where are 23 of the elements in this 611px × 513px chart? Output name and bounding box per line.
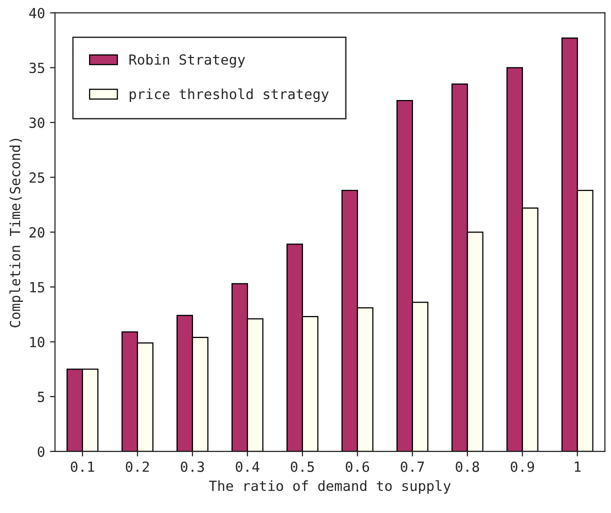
y-tick-label: 25 — [30, 172, 44, 183]
x-tick-label: 0.3 — [180, 461, 204, 472]
x-tick-label: 0.6 — [346, 461, 370, 472]
y-tick-label: 20 — [30, 227, 44, 238]
y-tick-label: 35 — [29, 62, 44, 74]
y-axis-title: Completion Time(Second) — [9, 138, 23, 328]
x-axis-title: The ratio of demand to supply — [209, 480, 451, 494]
x-tick-label: 0.1 — [70, 461, 94, 472]
x-tick-label: 0.2 — [126, 461, 149, 472]
x-tick-label: 0.9 — [510, 461, 534, 472]
x-tick-label: 1 — [574, 462, 581, 472]
y-tick-label: 0 — [38, 446, 44, 457]
x-tick-label: 0.5 — [290, 461, 314, 472]
x-tick-label: 0.7 — [400, 461, 424, 472]
legend-label: Robin Strategy — [129, 54, 246, 68]
legend-label: price threshold strategy — [130, 88, 329, 102]
y-tick-label: 30 — [29, 117, 44, 128]
y-tick-label: 40 — [29, 8, 44, 18]
y-tick-label: 5 — [38, 392, 44, 402]
x-tick-label: 0.8 — [456, 461, 480, 472]
y-tick-label: 15 — [30, 282, 44, 292]
y-tick-label: 10 — [30, 336, 44, 348]
x-tick-label: 0.4 — [236, 461, 260, 472]
